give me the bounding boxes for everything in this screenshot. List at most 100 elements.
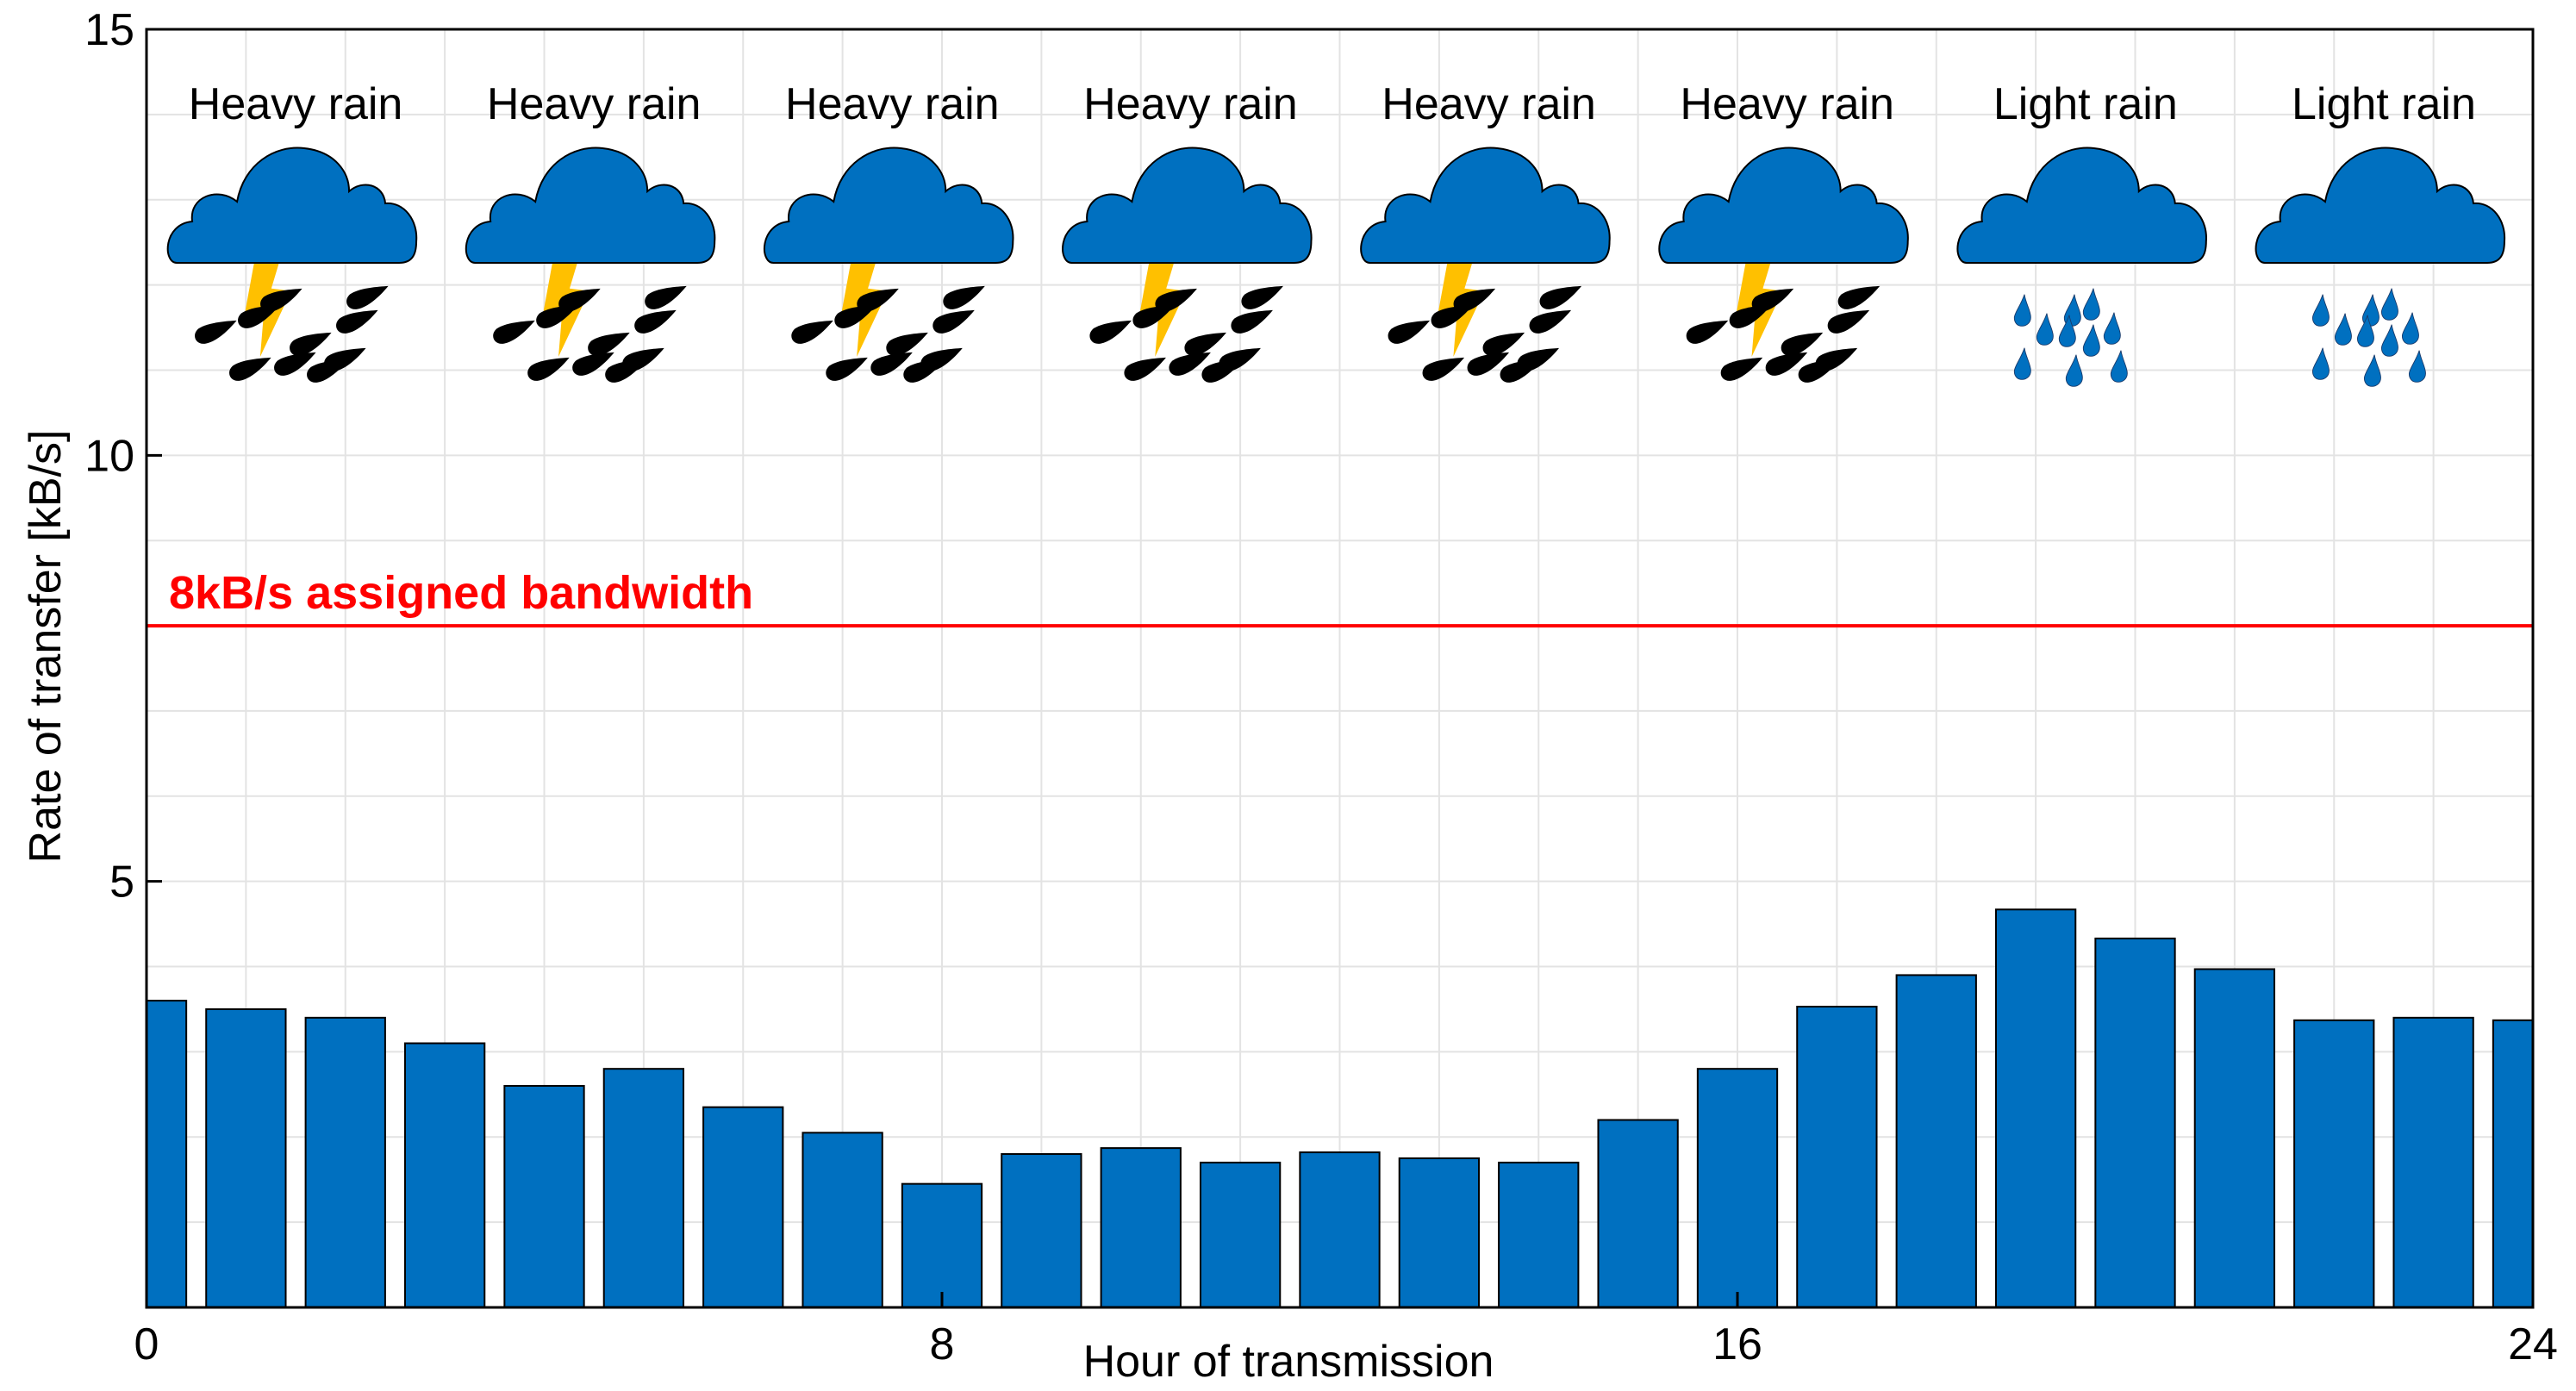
raindrop-icon bbox=[886, 332, 928, 356]
raindrop-icon bbox=[2013, 294, 2031, 327]
light-rain-icon bbox=[1956, 147, 2207, 387]
raindrop-icon bbox=[1827, 309, 1870, 334]
thunderstorm-icon bbox=[465, 147, 716, 383]
raindrop-icon bbox=[645, 285, 687, 309]
weather-annotation: Heavy rain bbox=[166, 79, 418, 383]
raindrop-icon bbox=[1388, 320, 1431, 344]
weather-annotations: Heavy rain Heavy rain Heavy rain Heavy rain… bbox=[166, 79, 2506, 387]
bar bbox=[205, 1007, 287, 1308]
raindrop-icon bbox=[229, 357, 271, 381]
raindrop-icon bbox=[1184, 332, 1226, 356]
bar bbox=[1398, 1157, 1481, 1308]
thunderstorm-icon bbox=[1360, 147, 1611, 383]
weather-label: Light rain bbox=[2292, 79, 2476, 129]
cloud-icon bbox=[2255, 147, 2506, 264]
bar bbox=[1299, 1151, 1381, 1308]
bar bbox=[1498, 1161, 1580, 1308]
weather-annotation: Heavy rain bbox=[1062, 79, 1313, 383]
raindrop-icon bbox=[2311, 347, 2330, 380]
weather-label: Heavy rain bbox=[487, 79, 702, 129]
bar bbox=[1001, 1153, 1082, 1309]
raindrop-icon bbox=[290, 332, 332, 356]
bar bbox=[2193, 968, 2276, 1309]
bar bbox=[1895, 974, 1977, 1309]
raindrop-icon bbox=[2334, 313, 2352, 346]
raindrop-icon bbox=[2380, 324, 2398, 357]
raindrop-icon bbox=[588, 332, 630, 356]
y-axis-title: Rate of transfer [kB/s] bbox=[21, 430, 71, 864]
raindrop-icon bbox=[2110, 350, 2128, 383]
raindrop-icon bbox=[932, 309, 975, 334]
raindrop-icon bbox=[1241, 285, 1283, 309]
raindrop-icon bbox=[2311, 294, 2330, 327]
raindrop-icon bbox=[2082, 324, 2100, 357]
raindrop-icon bbox=[1720, 357, 1763, 381]
raindrop-icon bbox=[791, 320, 833, 344]
raindrop-icon bbox=[1539, 285, 1582, 309]
bar bbox=[2293, 1019, 2375, 1308]
y-tick-label: 15 bbox=[84, 5, 134, 55]
y-tick-label: 5 bbox=[109, 858, 134, 908]
weather-label: Heavy rain bbox=[189, 79, 403, 129]
weather-label: Heavy rain bbox=[1083, 79, 1298, 129]
raindrop-icon bbox=[336, 309, 378, 334]
raindrop-icon bbox=[2380, 288, 2398, 321]
reference-line-group: 8kB/s assigned bandwidth bbox=[147, 567, 2533, 628]
bar bbox=[403, 1042, 486, 1308]
y-tick-label: 10 bbox=[84, 431, 134, 481]
bar bbox=[1100, 1147, 1182, 1309]
cloud-icon bbox=[166, 147, 418, 264]
thunderstorm-icon bbox=[763, 147, 1014, 383]
cloud-icon bbox=[1062, 147, 1313, 264]
reference-line-label: 8kB/s assigned bandwidth bbox=[169, 567, 753, 619]
bar bbox=[2392, 1016, 2474, 1309]
raindrop-icon bbox=[1422, 357, 1465, 381]
cloud-icon bbox=[1360, 147, 1611, 264]
weather-annotation: Light rain bbox=[2255, 79, 2506, 387]
bar bbox=[1994, 908, 2077, 1309]
bar bbox=[1796, 1006, 1878, 1308]
bar bbox=[304, 1016, 386, 1309]
bar bbox=[901, 1182, 983, 1308]
weather-annotation: Heavy rain bbox=[465, 79, 716, 383]
thunderstorm-icon bbox=[1658, 147, 1909, 383]
raindrop-icon bbox=[2036, 313, 2054, 346]
raindrop-icon bbox=[1781, 332, 1824, 356]
x-tick-label: 0 bbox=[134, 1319, 159, 1369]
bar bbox=[1696, 1068, 1779, 1308]
weather-label: Heavy rain bbox=[1382, 79, 1596, 129]
raindrop-icon bbox=[346, 285, 389, 309]
raindrop-icon bbox=[2065, 354, 2083, 387]
cloud-icon bbox=[1658, 147, 1909, 264]
raindrop-icon bbox=[2082, 288, 2100, 321]
raindrop-icon bbox=[527, 357, 570, 381]
x-tick-label: 16 bbox=[1712, 1319, 1762, 1369]
light-rain-icon bbox=[2255, 147, 2506, 387]
axes: 0 8 16 24 5 10 15 bbox=[84, 5, 2558, 1369]
bar bbox=[146, 1000, 188, 1308]
raindrop-icon bbox=[943, 285, 985, 309]
raindrop-icon bbox=[493, 320, 535, 344]
weather-label: Heavy rain bbox=[1680, 79, 1894, 129]
raindrop-icon bbox=[1529, 309, 1572, 334]
raindrop-icon bbox=[1231, 309, 1273, 334]
cloud-icon bbox=[763, 147, 1014, 264]
raindrop-icon bbox=[1837, 285, 1881, 309]
raindrop-icon bbox=[1124, 357, 1166, 381]
cloud-icon bbox=[1956, 147, 2207, 264]
weather-annotation: Heavy rain bbox=[763, 79, 1014, 383]
weather-label: Heavy rain bbox=[785, 79, 1000, 129]
thunderstorm-icon bbox=[166, 147, 418, 383]
raindrop-icon bbox=[1089, 320, 1132, 344]
raindrop-icon bbox=[1686, 320, 1729, 344]
weather-label: Light rain bbox=[1993, 79, 2178, 129]
cloud-icon bbox=[465, 147, 716, 264]
raindrop-icon bbox=[1482, 332, 1525, 356]
bar bbox=[602, 1068, 685, 1308]
thunderstorm-icon bbox=[1062, 147, 1313, 383]
x-tick-label: 24 bbox=[2508, 1319, 2558, 1369]
bar bbox=[702, 1106, 784, 1308]
bar bbox=[1199, 1161, 1282, 1308]
raindrop-icon bbox=[826, 357, 868, 381]
